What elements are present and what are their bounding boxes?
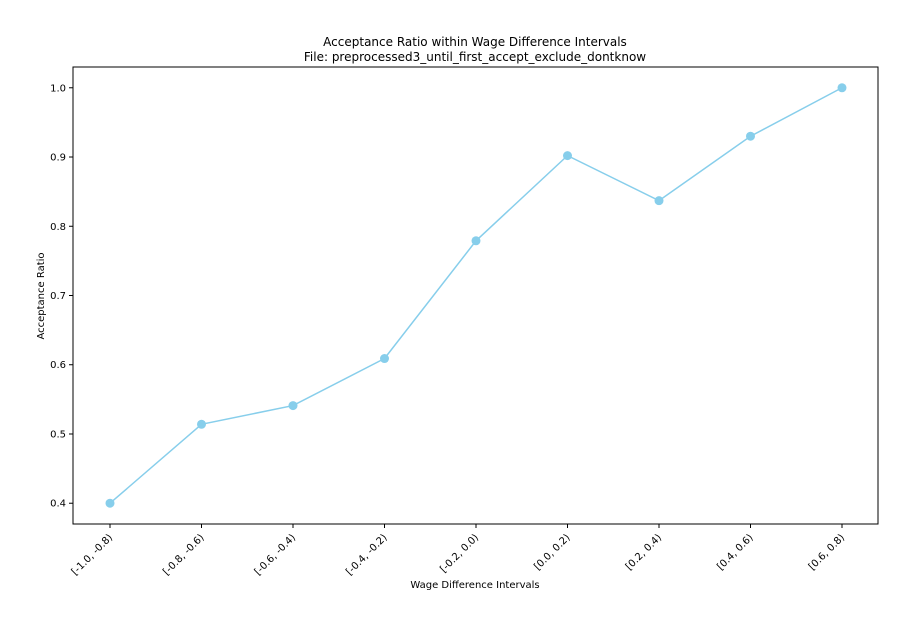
y-tick-label: 0.7 [50,291,66,302]
chart-title: Acceptance Ratio within Wage Difference … [323,35,627,49]
x-tick-label: [0.0, 0.2) [532,532,572,572]
data-point [837,83,847,93]
data-point [654,196,664,206]
x-tick-label: [0.6, 0.8) [807,532,847,572]
data-point [471,236,481,246]
y-tick-label: 0.5 [50,429,66,440]
x-tick-label: [-0.8, -0.6) [161,532,206,577]
chart-subtitle: File: preprocessed3_until_first_accept_e… [304,50,646,64]
series-acceptance-ratio [105,83,847,508]
y-tick-label: 0.6 [50,360,66,371]
y-tick-label: 0.9 [50,153,66,164]
data-point [380,354,389,364]
x-tick-label: [0.4, 0.6) [715,532,755,572]
x-tick-label: [-0.4, -0.2) [344,532,389,577]
data-point [746,131,755,141]
x-tick-label: [-0.2, 0.0) [438,532,481,575]
y-tick-label: 0.8 [50,222,66,233]
series-line [109,87,843,504]
x-axis-label: Wage Difference Intervals [410,580,539,591]
plot-area [72,66,879,525]
data-point [288,401,298,411]
data-point [197,419,206,429]
y-tick-label: 1.0 [50,83,66,94]
x-tick-label: [0.2, 0.4) [624,532,664,572]
data-point [105,498,115,508]
y-axis-label: Acceptance Ratio [36,252,47,339]
x-tick-label: [-0.6, -0.4) [253,532,298,577]
y-tick-label: 0.4 [50,499,66,510]
x-axis: [-1.0, -0.8) [-0.8, -0.6) [-0.6, -0.4) [-0.… [70,524,847,578]
data-point [563,151,572,161]
y-axis: 0.4 0.5 0.6 0.7 0.8 0.9 1.0 [50,83,73,510]
x-tick-label: [-1.0, -0.8) [70,532,115,577]
